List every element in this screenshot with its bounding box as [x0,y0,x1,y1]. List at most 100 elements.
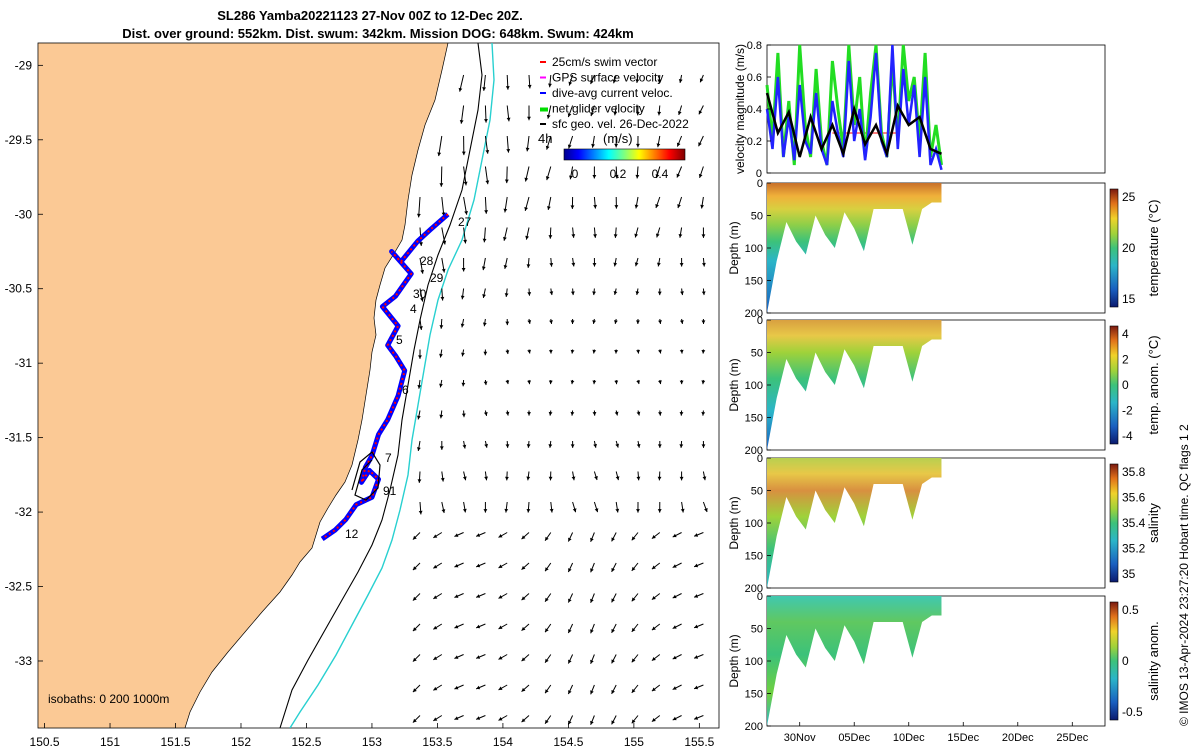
depth-tick-temperature-3: 150 [745,276,763,288]
section-fill-temp_anom [767,320,942,450]
time-x-tick-4: 20Dec [1002,732,1034,744]
colorbar-tick-temp_anom-4: -4 [1122,429,1133,443]
day-label-1: 28 [420,254,434,268]
velocity-y-ticks: 0 0.2 0.4 0.6 0.8 [747,40,771,180]
depth-tick-sal_anom-2: 100 [745,656,763,668]
section-salinity: 0 50 100 150 200 Depth (m) 35.8 35.6 35.4 35.2 35 s… [727,453,1161,595]
depth-tick-salinity-1: 50 [751,486,763,498]
colorbar-tick-temperature-2: 15 [1122,292,1136,306]
colorbar-label-temperature: temperature (°C) [1146,200,1161,297]
map-x-tick-5: 153 [362,735,382,749]
depth-tick-temperature-2: 100 [745,243,763,255]
colorbar-tick-salinity-0: 35.8 [1122,465,1146,479]
day-label-3: 30 [413,287,427,301]
map-y-tick-3: -30.5 [5,282,33,296]
depth-ylabel-temperature: Depth (m) [727,221,741,274]
map-x-tick-1: 151 [100,735,120,749]
time-x-tick-2: 10Dec [893,732,925,744]
colorbar-tick-sal_anom-0: 0.5 [1122,603,1139,617]
depth-ylabel-sal_anom: Depth (m) [727,634,741,687]
map-y-tick-1: -29.5 [5,133,33,147]
legend-item-3: net glider velocity [552,102,645,116]
depth-tick-temperature-0: 0 [757,178,763,190]
colorbar-tick-temp_anom-3: -2 [1122,404,1133,418]
velocity-series-2 [765,92,942,159]
colorbar-tick-temp_anom-2: 0 [1122,378,1129,392]
velocity-lines [765,44,943,171]
depth-tick-salinity-0: 0 [757,453,763,465]
depth-tick-sal_anom-1: 50 [751,624,763,636]
map-x-tick-6: 153.5 [422,735,452,749]
day-label-2: 29 [430,271,444,285]
map-y-tick-0: -29 [15,58,33,72]
depth-tick-temperature-4: 200 [745,308,763,320]
time-x-tick-5: 25Dec [1056,732,1088,744]
colorbar-temperature [1109,188,1119,308]
colorbar-tick-salinity-1: 35.6 [1122,491,1146,505]
legend-item-2: dive-avg current veloc. [552,86,673,100]
map-x-tick-9: 155 [624,735,644,749]
map-colorbar: 4h (m/s) 0 0.2 0.4 [538,131,686,181]
colorbar-tick-1: 0.2 [610,167,627,181]
depth-ylabel-salinity: Depth (m) [727,496,741,549]
map-y-tick-4: -31 [15,356,33,370]
colorbar-tick-temp_anom-0: 4 [1122,327,1129,341]
velocity-tick-0: 0 [756,168,762,180]
velocity-tick-3: 0.6 [747,72,762,84]
depth-tick-temp_anom-4: 200 [745,445,763,457]
glider-loop [351,451,381,501]
time-x-tick-1: 05Dec [838,732,870,744]
depth-tick-sal_anom-3: 150 [745,689,763,701]
map-y-tick-5: -31.5 [5,431,33,445]
depth-tick-salinity-3: 150 [745,551,763,563]
section-fill-temperature [767,183,942,313]
section-temp_anom: 0 50 100 150 200 Depth (m) 4 2 0 -2 -4 temp. anom. … [727,315,1161,457]
legend-item-1: GPS surface velocity [552,71,663,85]
depth-tick-temp_anom-1: 50 [751,348,763,360]
colorbar-tick-salinity-3: 35.2 [1122,542,1146,556]
map-y-tick-8: -33 [15,654,33,668]
colorbar-prefix: 4h [538,131,552,146]
velocity-tick-1: 0.2 [747,136,762,148]
section-fill-sal_anom [767,596,942,726]
map-y-tick-7: -32.5 [5,580,33,594]
velocity-tick-4: 0.8 [747,40,762,52]
colorbar-tick-salinity-4: 35 [1122,567,1136,581]
current-vector-field [412,74,708,725]
velocity-tick-2: 0.4 [747,104,762,116]
colorbar-gradient [563,148,686,161]
day-label-4: 4 [410,302,417,316]
time-x-ticks: 30Nov 05Dec 10Dec 15Dec 20Dec 25Dec [784,722,1089,744]
time-x-tick-3: 15Dec [947,732,979,744]
colorbar-label-sal_anom: salinity anom. [1146,621,1161,700]
isobaths-label: isobaths: 0 200 1000m [48,692,169,706]
colorbar-tick-salinity-2: 35.4 [1122,516,1146,530]
section-fill-salinity [767,458,942,588]
colorbar-sal_anom [1109,601,1119,721]
map-x-tick-7: 154 [493,735,513,749]
map-y-tick-6: -32 [15,505,33,519]
land-area [38,43,449,728]
isobath-1000m [289,43,495,728]
colorbar-tick-temperature-1: 20 [1122,241,1136,255]
day-label-7: 7 [385,451,392,465]
depth-tick-sal_anom-0: 0 [757,591,763,603]
colorbar-tick-temp_anom-1: 2 [1122,353,1129,367]
map-y-ticks: -29 -29.5 -30 -30.5 -31 -31.5 -32 -32.5 -33 [5,58,43,668]
map-x-tick-2: 151.5 [160,735,190,749]
depth-tick-temp_anom-3: 150 [745,413,763,425]
depth-tick-temp_anom-0: 0 [757,315,763,327]
figure-title-line1: SL286 Yamba20221123 27-Nov 00Z to 12-Dec… [217,8,522,23]
day-label-9: 12 [345,527,359,541]
map-x-tick-4: 152.5 [291,735,321,749]
section-temperature: 0 50 100 150 200 Depth (m) 25 20 15 temperature (… [727,178,1161,320]
map-x-tick-10: 155.5 [684,735,714,749]
colorbar-tick-0: 0 [572,167,579,181]
colorbar-salinity [1109,463,1119,583]
colorbar-tick-sal_anom-1: 0 [1122,654,1129,668]
colorbar-label-temp_anom: temp. anom. (°C) [1146,335,1161,434]
colorbar-temp_anom [1109,325,1119,445]
